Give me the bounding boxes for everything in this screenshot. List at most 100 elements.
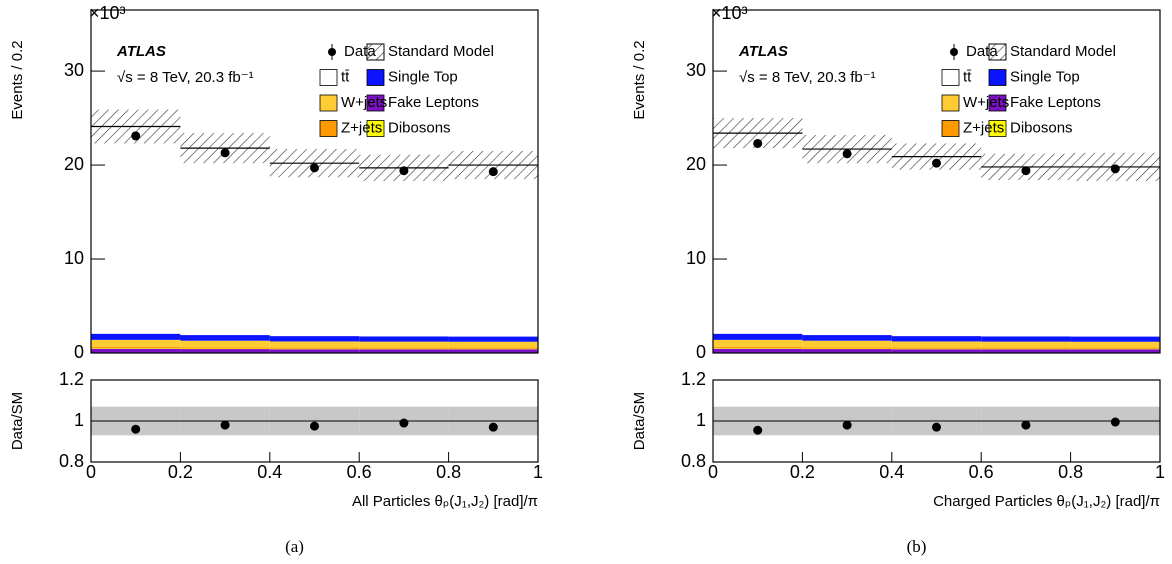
ratio-point — [842, 420, 852, 430]
y-tick-label: 0 — [696, 342, 706, 362]
legend-label: Fake Leptons — [1010, 94, 1101, 111]
plot-frame — [90, 9, 539, 354]
energy-label: √s = 8 TeV, 20.3 fb⁻¹ — [117, 69, 254, 86]
stack-bar — [1070, 166, 1160, 337]
legend-swatch — [988, 69, 1007, 86]
x-tick-label: 0.6 — [347, 462, 372, 482]
stack-bar — [359, 341, 449, 348]
y-tick-label: 1 — [74, 410, 84, 430]
x-tick-label: 0.6 — [969, 462, 994, 482]
stack-bar — [713, 348, 803, 353]
atlas-label: ATLAS — [738, 43, 788, 60]
stack-bar — [1070, 336, 1160, 342]
legend-swatch — [319, 120, 338, 137]
legend-swatch — [366, 120, 385, 137]
stack-bar — [180, 148, 270, 336]
stack-bar — [1070, 341, 1160, 348]
y-tick-label: 30 — [686, 60, 706, 80]
stack-bar — [91, 346, 181, 349]
stack-bar — [802, 335, 892, 341]
y-tick-label: 1 — [696, 410, 706, 430]
data-point — [131, 131, 141, 141]
x-tick-label: 0.4 — [879, 462, 904, 482]
stack-bar — [891, 156, 982, 337]
legend-label: W+jets — [341, 94, 387, 111]
data-point — [488, 167, 498, 177]
ratio-point — [1021, 420, 1031, 430]
stack-bar — [891, 336, 982, 342]
data-point — [399, 166, 409, 176]
legend-swatch — [988, 120, 1007, 137]
stack-bar — [802, 149, 892, 336]
y-tick-label: 30 — [64, 60, 84, 80]
y-axis-label: Events / 0.2 — [631, 40, 648, 119]
stack-bar — [359, 349, 449, 353]
stack-bar — [448, 349, 538, 353]
stack-bar — [713, 333, 803, 340]
stack-bar — [269, 347, 360, 349]
stack-bar — [1070, 349, 1160, 353]
legend-label: Z+jets — [341, 119, 382, 136]
x-axis-label: All Particles θₚ(J₁,J₂) [rad]/π — [352, 493, 538, 510]
legend-swatch — [941, 94, 960, 112]
data-point — [932, 158, 941, 168]
stack-bar — [359, 347, 449, 349]
legend-label: Single Top — [388, 68, 458, 85]
legend-label: Dibosons — [1010, 119, 1073, 136]
x-tick-label: 0.4 — [257, 462, 282, 482]
atlas-label: ATLAS — [116, 43, 166, 60]
stack-bar — [269, 341, 360, 348]
stack-bar — [448, 341, 538, 348]
legend-label: Fake Leptons — [388, 94, 479, 111]
stack-bar — [180, 349, 270, 353]
data-point — [842, 149, 852, 159]
y-tick-label: 0.8 — [681, 451, 706, 471]
legend-label: tt̄ — [963, 68, 972, 85]
y-tick-label: 10 — [686, 248, 706, 268]
x-tick-label: 0.2 — [790, 462, 815, 482]
data-point — [310, 163, 319, 173]
multiplier: ×10³ — [89, 3, 126, 23]
x-tick-label: 0.2 — [168, 462, 193, 482]
y-tick-label: 0 — [74, 342, 84, 362]
legend-swatch — [941, 69, 960, 86]
caption: (b) — [907, 537, 927, 556]
data-point — [1110, 164, 1120, 174]
legend-label: Z+jets — [963, 119, 1004, 136]
stack-bar — [180, 347, 270, 349]
stack-bar — [713, 346, 803, 349]
ratio-point — [131, 424, 141, 434]
energy-label: √s = 8 TeV, 20.3 fb⁻¹ — [739, 69, 876, 86]
stack-bar — [802, 347, 892, 349]
data-point — [1021, 166, 1031, 176]
data-point — [753, 138, 763, 148]
plot-frame — [712, 9, 1161, 354]
legend-swatch — [319, 69, 338, 86]
stack-bar — [448, 165, 538, 337]
stack-bar — [91, 339, 181, 347]
x-tick-label: 0.8 — [1058, 462, 1083, 482]
multiplier: ×10³ — [711, 3, 748, 23]
legend-label: Single Top — [1010, 68, 1080, 85]
y-tick-label: 0.8 — [59, 451, 84, 471]
stack-bar — [981, 166, 1071, 337]
ratio-point — [488, 422, 498, 432]
legend-swatch — [988, 43, 1007, 61]
stack-bar — [359, 167, 449, 337]
stack-bar — [891, 347, 982, 349]
stack-bar — [448, 336, 538, 342]
stack-bar — [448, 347, 538, 349]
legend-label: W+jets — [963, 94, 1009, 111]
x-axis-label: Charged Particles θₚ(J₁,J₂) [rad]/π — [933, 493, 1160, 510]
ratio-point — [399, 418, 409, 428]
y-tick-label: 20 — [64, 154, 84, 174]
y-axis-label: Events / 0.2 — [9, 40, 26, 119]
legend-swatch — [941, 120, 960, 137]
stack-bar — [981, 347, 1071, 349]
stack-bar — [981, 341, 1071, 348]
ratio-point — [310, 421, 319, 431]
caption: (a) — [285, 537, 304, 556]
plot-frame — [712, 379, 1161, 463]
y-axis-label: Data/SM — [9, 392, 26, 450]
ratio-point — [1110, 417, 1120, 427]
